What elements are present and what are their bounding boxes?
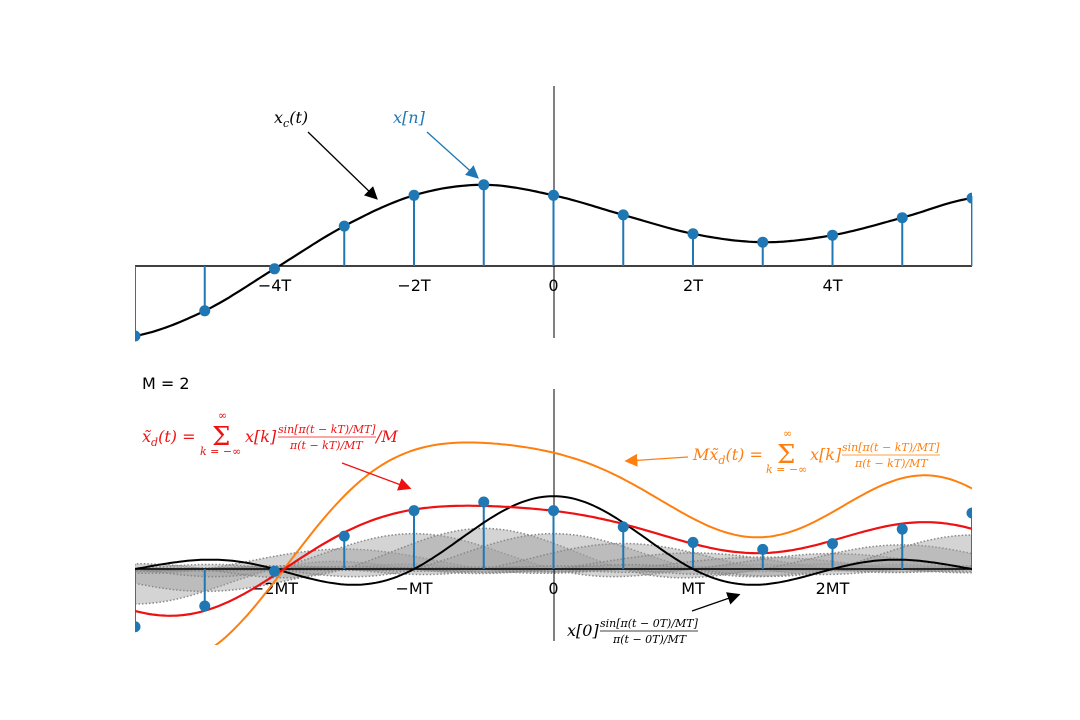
- svg-text:Σ: Σ: [212, 422, 230, 452]
- bottom-tick-labels: −2MT −MT 0 MT 2MT: [251, 579, 850, 598]
- bottom-sample-dot: [617, 521, 629, 533]
- svg-text:x̃d(t) =: x̃d(t) =: [142, 427, 195, 449]
- m-label: M = 2: [142, 374, 190, 393]
- svg-text:k = −∞: k = −∞: [766, 463, 807, 476]
- top-sample-dots: [135, 179, 972, 342]
- top-sample-dot: [966, 192, 972, 204]
- top-sample-dot: [687, 228, 699, 240]
- svg-text:Mx̃d(t) =: Mx̃d(t) =: [692, 445, 763, 467]
- xn-arrow: [426, 131, 479, 179]
- top-tick-label: −4T: [258, 276, 292, 295]
- svg-text:x[0]: x[0]: [567, 621, 599, 640]
- svg-text:π(t − 0T)/MT: π(t − 0T)/MT: [612, 633, 688, 646]
- svg-text:Σ: Σ: [777, 440, 795, 470]
- bottom-sample-dot: [548, 505, 559, 517]
- orange-formula: Mx̃d(t) = ∞ Σ k = −∞ x[k] sin[π(t − kT)/…: [692, 427, 940, 476]
- red-formula: x̃d(t) = ∞ Σ k = −∞ x[k] sin[π(t − kT)/M…: [142, 409, 398, 458]
- bottom-tick-label: −MT: [396, 579, 433, 598]
- bottom-sample-dot: [966, 507, 972, 519]
- bottom-sample-dot: [687, 536, 699, 548]
- top-sample-dot: [896, 212, 908, 224]
- red-arrow: [341, 462, 412, 491]
- top-sample-dot: [408, 189, 420, 201]
- bottom-sample-dot: [478, 496, 490, 508]
- svg-text:π(t − kT)/MT: π(t − kT)/MT: [289, 439, 364, 452]
- bottom-sample-dot: [757, 543, 769, 555]
- bottom-sample-dot: [135, 621, 141, 633]
- svg-text:/M: /M: [374, 427, 398, 446]
- top-tick-label: 2T: [683, 276, 703, 295]
- bottom-sample-dot: [338, 530, 350, 542]
- svg-text:π(t − kT)/MT: π(t − kT)/MT: [854, 457, 929, 470]
- svg-text:sin[π(t − kT)/MT]: sin[π(t − kT)/MT]: [842, 441, 940, 454]
- top-sample-dot: [827, 229, 838, 241]
- xn-label: x[n]: [393, 108, 426, 127]
- top-panel: −4T −2T 0 2T 4T xc(t) x[n]: [135, 86, 973, 342]
- bottom-sample-dots: [135, 496, 972, 633]
- svg-text:sin[π(t − 0T)/MT]: sin[π(t − 0T)/MT]: [600, 617, 699, 630]
- svg-text:sin[π(t − kT)/MT]: sin[π(t − kT)/MT]: [278, 423, 376, 436]
- top-sample-dot: [757, 236, 769, 248]
- top-sample-dot: [548, 189, 559, 201]
- top-sample-dot: [338, 220, 350, 232]
- scaled-interpolated-curve: [214, 441, 972, 645]
- orange-arrow: [624, 453, 689, 467]
- black-formula: x[0] sin[π(t − 0T)/MT] π(t − 0T)/MT: [567, 617, 699, 646]
- svg-text:x[k]: x[k]: [245, 427, 277, 446]
- top-tick-label: 0: [548, 276, 558, 295]
- svg-text:∞: ∞: [218, 409, 227, 422]
- xc-arrow: [307, 131, 378, 200]
- bottom-tick-label: 0: [548, 579, 558, 598]
- bottom-sample-dot: [827, 538, 838, 550]
- top-sample-dot: [617, 209, 629, 221]
- bottom-sample-dot: [269, 565, 280, 577]
- top-tick-label: −2T: [397, 276, 431, 295]
- svg-text:x[k]: x[k]: [810, 445, 842, 464]
- bottom-sample-dot: [408, 505, 420, 517]
- bottom-sample-dot: [896, 523, 908, 535]
- xc-label: xc(t): [274, 108, 308, 130]
- top-sample-dot: [269, 263, 280, 275]
- top-tick-label: 4T: [823, 276, 843, 295]
- bottom-tick-label: MT: [681, 579, 705, 598]
- top-sample-dot: [199, 305, 211, 317]
- bottom-sample-dot: [199, 600, 211, 612]
- bottom-stems: [135, 502, 972, 627]
- bottom-panel: M = 2 −2MT −MT 0 MT 2MT x̃d(t) = ∞ Σ k = −∞ …: [135, 374, 972, 646]
- svg-text:∞: ∞: [783, 427, 792, 440]
- top-sample-dot: [135, 330, 141, 342]
- bottom-tick-label: 2MT: [816, 579, 850, 598]
- svg-text:k = −∞: k = −∞: [200, 445, 241, 458]
- top-tick-labels: −4T −2T 0 2T 4T: [258, 276, 843, 295]
- top-sample-dot: [478, 179, 490, 191]
- black-arrow: [691, 592, 741, 612]
